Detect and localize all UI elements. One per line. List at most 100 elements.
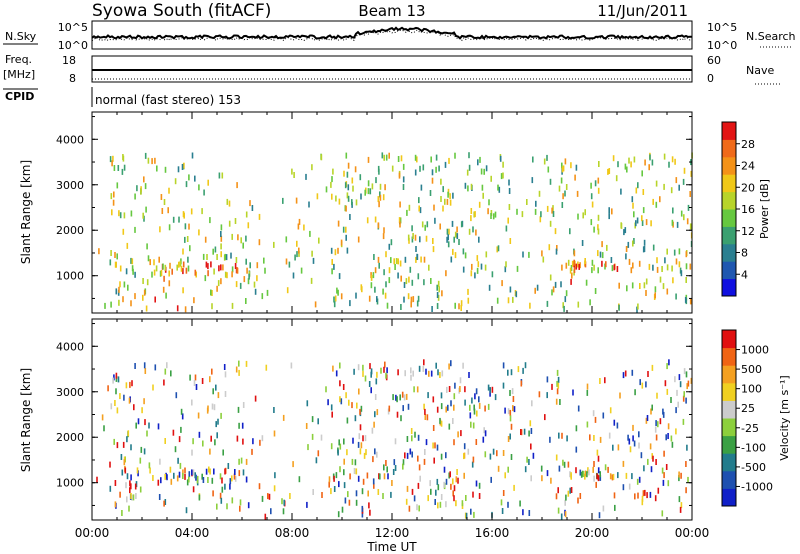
velocity-echo: [556, 380, 558, 387]
power-echo: [382, 288, 384, 295]
power-echo: [210, 289, 212, 296]
power-echo: [470, 208, 473, 214]
velocity-echo: [555, 493, 558, 500]
power-echo: [447, 241, 450, 248]
power-echo: [582, 212, 584, 219]
power-echo: [367, 156, 370, 163]
power-echo: [446, 198, 449, 205]
power-echo: [264, 267, 266, 274]
velocity-echo: [614, 504, 616, 511]
velocity-echo: [112, 377, 114, 384]
power-echo: [617, 161, 619, 168]
power-echo: [314, 301, 317, 308]
power-echo: [485, 251, 488, 258]
beam-title: Beam 13: [358, 2, 425, 20]
power-echo: [202, 253, 205, 260]
velocity-echo: [484, 451, 487, 458]
velocity-echo: [339, 466, 341, 473]
velocity-echo: [683, 368, 686, 375]
power-echo: [419, 165, 421, 172]
power-echo: [410, 301, 412, 308]
power-echo: [412, 296, 415, 303]
velocity-echo: [473, 404, 475, 411]
power-echo: [579, 262, 581, 269]
velocity-echo: [388, 405, 391, 412]
velocity-echo: [346, 417, 349, 424]
power-echo: [130, 257, 132, 264]
velocity-colorbar-tick: 25: [741, 402, 755, 415]
velocity-echo: [107, 385, 109, 392]
velocity-echo: [416, 504, 418, 511]
velocity-echo: [96, 476, 98, 483]
velocity-echo: [599, 471, 601, 478]
power-echo: [195, 271, 197, 278]
velocity-echo: [224, 483, 226, 490]
velocity-echo: [242, 469, 245, 476]
velocity-echo: [437, 484, 440, 491]
velocity-echo: [192, 469, 195, 476]
velocity-echo: [417, 455, 419, 462]
power-echo: [458, 239, 460, 245]
velocity-echo: [274, 472, 276, 479]
power-echo: [635, 220, 637, 227]
power-echo: [590, 182, 592, 189]
velocity-echo: [332, 365, 334, 372]
date-title: 11/Jun/2011: [597, 2, 688, 20]
velocity-echo: [595, 481, 597, 488]
power-echo: [508, 188, 511, 194]
velocity-echo: [513, 484, 515, 491]
velocity-echo: [612, 444, 614, 451]
velocity-colorbar-label: Velocity [m s⁻¹]: [778, 375, 791, 460]
velocity-echo: [378, 473, 380, 480]
power-echo: [628, 157, 630, 164]
power-echo: [565, 184, 568, 190]
power-echo: [535, 200, 537, 207]
power-echo: [448, 228, 450, 235]
velocity-echo: [411, 451, 413, 458]
x-axis-label: Time UT: [366, 540, 417, 554]
velocity-echo: [646, 492, 648, 499]
velocity-echo: [461, 500, 464, 507]
velocity-echo: [436, 406, 439, 413]
power-echo: [575, 263, 578, 270]
power-echo: [399, 201, 401, 208]
velocity-echo: [405, 498, 408, 505]
power-echo: [430, 278, 432, 284]
velocity-echo: [434, 442, 436, 449]
velocity-echo: [445, 406, 447, 413]
power-echo: [300, 267, 303, 274]
power-echo: [663, 183, 665, 190]
velocity-echo: [224, 391, 227, 397]
power-echo: [505, 261, 507, 268]
velocity-echo: [685, 371, 688, 378]
power-echo: [132, 268, 134, 275]
power-echo: [236, 267, 238, 274]
power-echo: [354, 166, 357, 173]
velocity-echo: [164, 368, 167, 375]
power-echo: [631, 282, 634, 289]
power-echo: [654, 286, 657, 293]
velocity-echo: [144, 419, 146, 426]
velocity-echo: [683, 391, 685, 398]
velocity-echo: [354, 459, 357, 466]
velocity-echo: [231, 497, 234, 504]
velocity-echo: [509, 415, 512, 422]
power-echo: [470, 215, 472, 222]
power-echo: [502, 161, 504, 168]
power-echo: [597, 228, 600, 235]
velocity-echo: [540, 465, 543, 472]
power-echo: [171, 268, 173, 275]
power-echo: [448, 157, 450, 164]
velocity-echo: [333, 486, 336, 492]
velocity-echo: [526, 456, 528, 463]
power-echo: [428, 264, 430, 271]
power-echo: [652, 198, 654, 205]
velocity-echo: [550, 477, 552, 484]
power-echo: [231, 302, 234, 309]
velocity-echo: [242, 438, 244, 445]
power-echo: [554, 228, 557, 235]
power-echo: [216, 285, 218, 292]
power-echo: [258, 213, 261, 220]
power-echo: [393, 258, 395, 265]
